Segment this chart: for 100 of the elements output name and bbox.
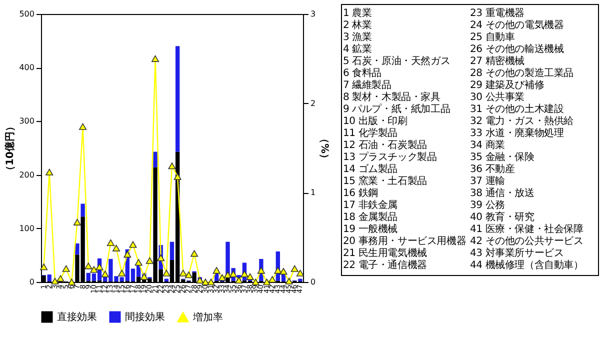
point	[184, 272, 192, 278]
point	[56, 275, 64, 282]
text: 27 精密機械	[470, 56, 525, 68]
text: 44 機械修理（含自動車）	[470, 260, 584, 272]
text: 26 その他の輸送機械	[470, 44, 565, 56]
point	[252, 278, 260, 286]
y-tick-label: 0	[29, 278, 34, 286]
point	[90, 266, 98, 273]
y2-tick-label: 1	[310, 188, 316, 198]
point	[152, 55, 160, 62]
point	[79, 123, 87, 130]
point	[212, 267, 220, 274]
point	[118, 270, 126, 276]
point	[106, 239, 114, 246]
point	[124, 251, 132, 258]
point	[274, 267, 282, 274]
text: 20 事務用・サービス用機器	[343, 236, 468, 248]
text: 1 農業	[343, 8, 373, 20]
point	[290, 265, 298, 272]
point	[40, 264, 48, 270]
point	[146, 257, 154, 264]
point	[230, 270, 238, 278]
text: 21 民生用電気機械	[343, 248, 428, 260]
text: 2 林業	[343, 20, 373, 32]
point	[68, 278, 76, 286]
legend-label: 直接効果	[57, 311, 97, 323]
text: 9 パルプ・紙・紙加工品	[343, 104, 452, 116]
legend-label: 増加率	[192, 311, 223, 324]
y2-tick-label: 2	[310, 98, 316, 108]
point	[202, 278, 210, 286]
point	[296, 270, 304, 276]
point	[134, 259, 142, 266]
text: 23 重電機器	[470, 8, 526, 20]
point	[62, 265, 70, 272]
text: 35 金融・保険	[470, 152, 536, 164]
text: 16 鉄鋼	[343, 188, 379, 200]
point	[129, 241, 137, 248]
text: 24 その他の電気機器	[470, 20, 565, 32]
text: 28 その他の製造工業品	[470, 68, 575, 80]
point	[179, 270, 187, 276]
text: 36 不動産	[470, 164, 516, 176]
point	[96, 264, 104, 270]
text: 4 鉱業	[343, 44, 373, 56]
point	[101, 270, 109, 278]
point	[51, 278, 59, 284]
text: 5 石炭・原油・天然ガス	[343, 56, 452, 68]
y2-tick-label: 0	[310, 278, 316, 286]
point	[280, 268, 288, 275]
text: 32 電力・ガス・熱供給	[470, 116, 575, 128]
text: 7 繊維製品	[343, 80, 392, 92]
text: 37 運輸	[470, 176, 506, 188]
text: 3 漁業	[343, 32, 373, 44]
point	[73, 218, 81, 226]
text: 11 化学製品	[343, 128, 399, 140]
point	[218, 274, 226, 281]
point	[84, 262, 92, 270]
bar	[175, 46, 180, 152]
bar	[170, 242, 174, 260]
text: 17 非鉄金属	[343, 200, 399, 212]
point	[257, 267, 265, 274]
legend-label: 間接効果	[125, 311, 165, 323]
point	[285, 278, 293, 284]
point	[235, 276, 243, 284]
point	[263, 278, 271, 286]
text: 30 公共事業	[470, 92, 526, 104]
text: 31 その他の土木建設	[470, 104, 565, 116]
point	[268, 276, 276, 283]
point	[162, 270, 170, 276]
text: 6 食料品	[343, 68, 383, 80]
text: 34 商業	[470, 140, 506, 152]
point	[168, 162, 176, 170]
bar	[80, 204, 85, 217]
y2-axis-title: （%）	[318, 133, 330, 164]
text: 25 自動車	[470, 32, 516, 44]
text: 14 ゴム製品	[343, 164, 399, 176]
bar	[75, 243, 80, 255]
text: 8 製材・木製品・家具	[343, 92, 442, 104]
text: 33 水道・廃棄物処理	[470, 128, 565, 140]
text: 18 金属製品	[343, 212, 399, 224]
bar	[153, 152, 158, 168]
point	[196, 276, 204, 284]
text: 39 公務	[470, 200, 506, 212]
text: 22 電子・通信機器	[343, 260, 428, 272]
y-tick-label: 100	[19, 224, 34, 233]
text: 29 建築及び補修	[470, 80, 546, 92]
text: 19 一般機械	[343, 224, 399, 236]
point	[207, 278, 215, 286]
y2-tick-label: 3	[310, 10, 316, 18]
point	[174, 173, 182, 180]
point	[157, 254, 165, 262]
point	[190, 250, 198, 257]
point	[112, 244, 120, 252]
y-axis-title: （10億円）	[4, 122, 16, 176]
y-tick-label: 500	[19, 10, 34, 18]
point	[224, 272, 232, 278]
y-tick-label: 300	[19, 116, 34, 126]
text: 38 通信・放送	[470, 188, 536, 200]
text: 41 医療・保健・社会保障	[470, 224, 584, 236]
text: 10 出版・印刷	[343, 116, 408, 128]
point	[246, 273, 254, 280]
